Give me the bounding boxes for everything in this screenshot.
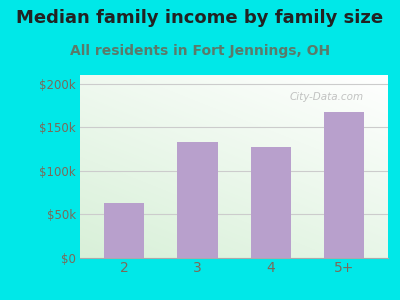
Text: City-Data.com: City-Data.com [290,92,364,102]
Text: All residents in Fort Jennings, OH: All residents in Fort Jennings, OH [70,44,330,58]
Bar [104,203,144,258]
Bar [324,112,364,258]
Text: Median family income by family size: Median family income by family size [16,9,384,27]
Bar [177,142,218,258]
Bar [250,147,291,258]
